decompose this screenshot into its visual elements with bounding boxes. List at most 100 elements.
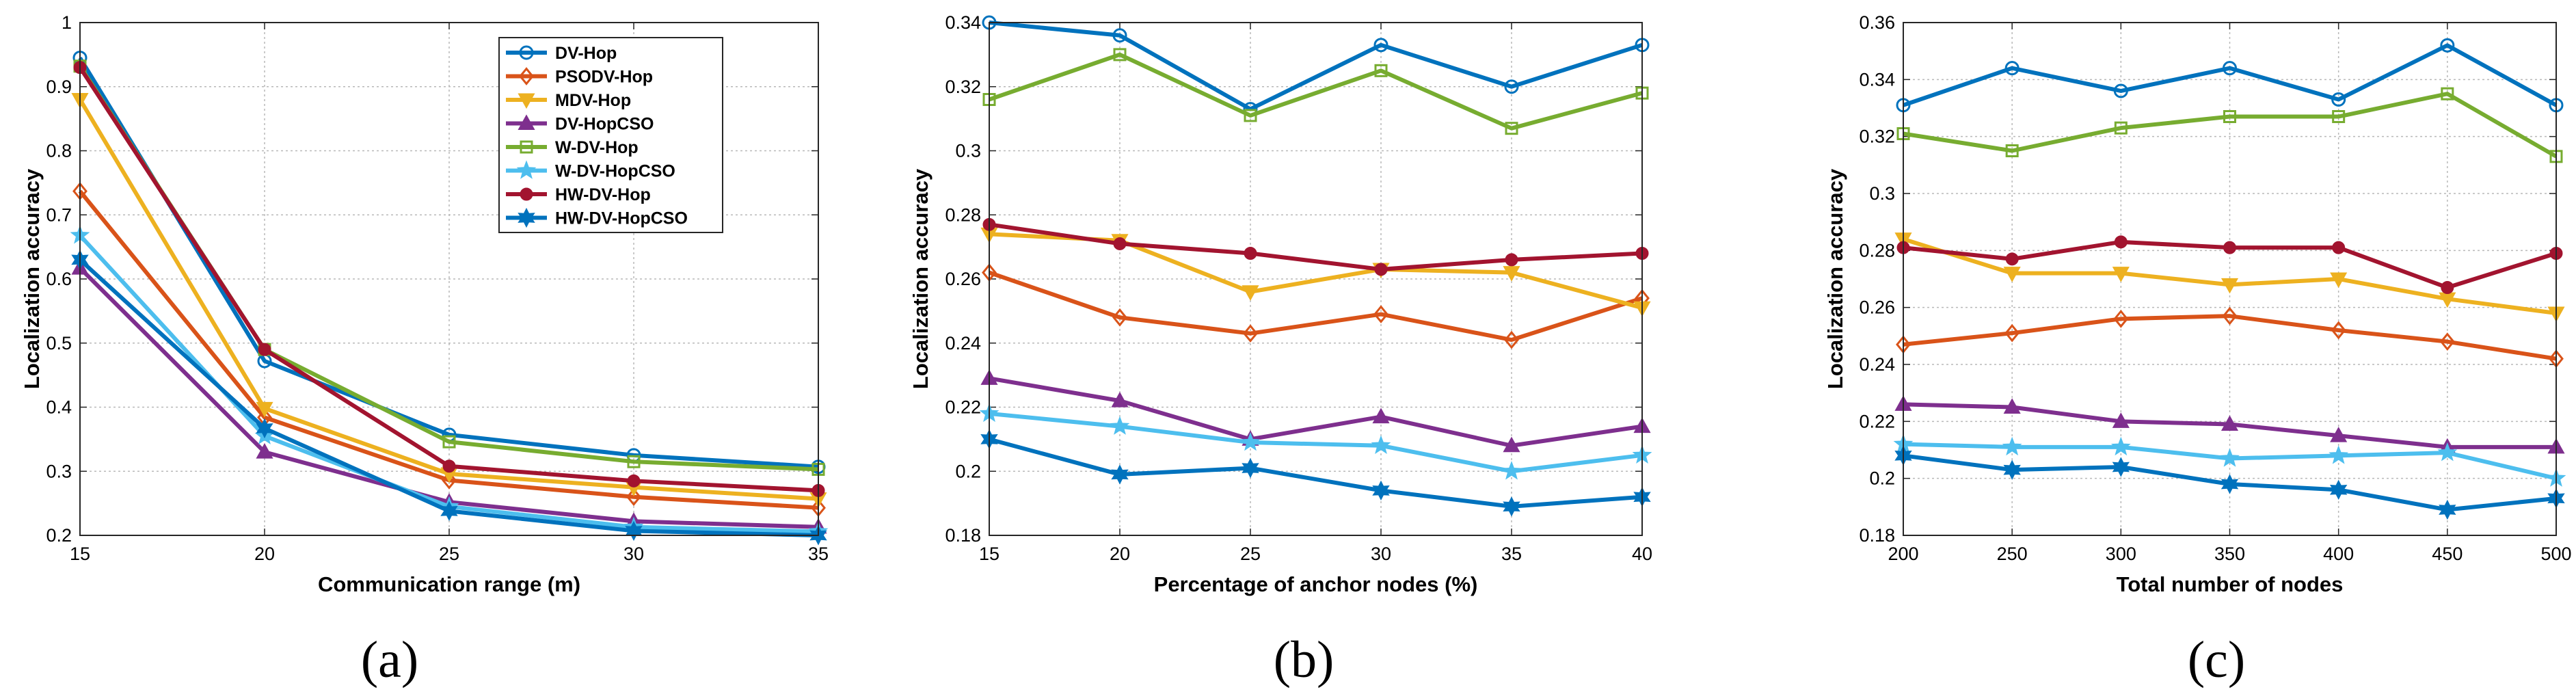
- y-tick-label: 0.18: [945, 525, 981, 546]
- legend-label: W-DV-HopCSO: [555, 162, 675, 181]
- series-dv-hopcso: [980, 369, 1651, 453]
- y-axis-label: Localization accuracy: [909, 168, 933, 389]
- axes-box: [989, 22, 1643, 536]
- data-point-hw-dv-hopcso: [2329, 479, 2348, 500]
- data-point-psodv-hop: [2331, 321, 2346, 340]
- y-tick-label: 0.18: [1859, 525, 1895, 546]
- data-point-w-dv-hop: [2114, 121, 2128, 135]
- y-tick-label: 0.32: [945, 77, 981, 97]
- x-tick-label: 25: [1240, 544, 1261, 564]
- series-line-psodv-hop: [989, 270, 1643, 343]
- data-point-mdv-hop: [256, 401, 273, 418]
- legend-label: MDV-Hop: [555, 91, 631, 110]
- legend-label: HW-DV-HopCSO: [555, 209, 688, 228]
- series-line-hw-dv-hop: [989, 222, 1643, 271]
- y-tick-label: 0.22: [945, 397, 981, 418]
- legend-marker: [518, 207, 535, 228]
- data-point-w-dv-hop: [1244, 109, 1257, 122]
- y-tick-label: 0.5: [46, 333, 72, 353]
- y-tick-label: 0.32: [1859, 126, 1895, 147]
- legend-item-mdv-hop: MDV-Hop: [506, 91, 631, 110]
- y-tick-label: 0.34: [945, 12, 981, 33]
- axes-box: [79, 22, 819, 536]
- x-tick-label: 200: [1888, 544, 1918, 564]
- x-tick-label: 350: [2214, 544, 2245, 564]
- legend-marker: [518, 93, 535, 109]
- data-point-psodv-hop: [2439, 332, 2455, 351]
- x-tick-label: 500: [2540, 544, 2571, 564]
- data-point-mdv-hop: [2221, 278, 2239, 294]
- data-point-hw-dv-hop: [442, 459, 456, 473]
- legend-box: [498, 37, 723, 233]
- data-point-hw-dv-hop: [1374, 263, 1388, 276]
- series-line-dv-hopcso: [989, 376, 1643, 448]
- legend-item-dv-hop: DV-Hop: [506, 44, 617, 63]
- legend-marker: [518, 114, 535, 130]
- y-tick-label: 0.2: [955, 461, 981, 481]
- y-tick-label: 0.28: [1859, 240, 1895, 261]
- data-point-dv-hop: [1373, 38, 1388, 53]
- y-tick-label: 0.24: [945, 333, 981, 353]
- data-point-w-dv-hop: [627, 455, 641, 468]
- legend-item-psodv-hop: PSODV-Hop: [506, 67, 653, 87]
- y-tick-label: 0.3: [46, 461, 72, 481]
- data-point-dv-hop: [2004, 61, 2020, 76]
- data-point-dv-hopcso: [2221, 415, 2239, 431]
- data-point-w-dv-hop: [442, 435, 456, 449]
- data-point-hw-dv-hopcso: [2439, 499, 2456, 520]
- data-point-dv-hopcso: [256, 443, 273, 459]
- axes-box: [1903, 22, 2557, 536]
- series-hw-dv-hop: [73, 61, 825, 497]
- x-axis-label: Percentage of anchor nodes (%): [1154, 572, 1478, 596]
- y-tick-label: 0.28: [945, 204, 981, 225]
- series-line-dv-hop: [989, 21, 1643, 111]
- data-point-hw-dv-hopcso: [256, 418, 273, 439]
- panel-label: (a): [361, 631, 418, 689]
- data-point-hw-dv-hopcso: [2221, 474, 2239, 494]
- data-point-dv-hopcso: [1372, 408, 1390, 424]
- data-point-hw-dv-hopcso: [2112, 457, 2130, 477]
- y-axis-label: Localization accuracy: [1823, 168, 1847, 389]
- legend-label: W-DV-Hop: [555, 138, 639, 157]
- legend-label: PSODV-Hop: [555, 68, 653, 87]
- series-line-w-dv-hopcso: [989, 411, 1643, 474]
- data-point-hw-dv-hopcso: [625, 520, 643, 542]
- legend-marker: [520, 140, 533, 154]
- data-point-w-dv-hopcso: [2437, 442, 2458, 462]
- data-point-hw-dv-hop: [2223, 241, 2236, 254]
- y-tick-label: 0.2: [46, 525, 72, 546]
- data-point-w-dv-hop: [2223, 110, 2236, 123]
- x-tick-label: 30: [1371, 544, 1391, 564]
- data-point-hw-dv-hop: [1505, 253, 1518, 267]
- data-point-psodv-hop: [626, 488, 641, 507]
- x-tick-label: 450: [2432, 544, 2463, 564]
- x-tick-label: 20: [1110, 544, 1130, 564]
- series-line-psodv-hop: [1903, 314, 2557, 361]
- data-point-dv-hop: [2113, 83, 2128, 98]
- x-axis-label: Total number of nodes: [2117, 572, 2344, 596]
- y-tick-label: 0.2: [1869, 468, 1895, 489]
- y-tick-label: 0.36: [1859, 12, 1895, 33]
- legend-item-hw-dv-hopcso: HW-DV-HopCSO: [506, 207, 688, 228]
- data-point-w-dv-hop: [2005, 144, 2019, 157]
- legend-marker: [519, 45, 534, 60]
- data-point-mdv-hop: [1503, 266, 1520, 282]
- data-point-w-dv-hop: [1505, 122, 1518, 135]
- series-mdv-hop: [1894, 232, 2565, 323]
- x-tick-label: 25: [439, 544, 459, 564]
- x-tick-label: 15: [979, 544, 999, 564]
- data-point-w-dv-hopcso: [1240, 431, 1261, 451]
- legend-item-hw-dv-hop: HW-DV-Hop: [506, 185, 651, 204]
- data-point-hw-dv-hop: [627, 474, 641, 488]
- y-tick-label: 0.24: [1859, 354, 1895, 375]
- legend-marker: [519, 67, 534, 85]
- data-point-w-dv-hopcso: [2220, 448, 2240, 467]
- y-tick-label: 0.9: [46, 77, 72, 97]
- x-tick-label: 35: [808, 544, 829, 564]
- legend-marker: [520, 187, 533, 201]
- series-line-hw-dv-hopcso: [989, 437, 1643, 509]
- data-point-psodv-hop: [2004, 323, 2020, 343]
- y-tick-label: 0.8: [46, 141, 72, 161]
- x-tick-label: 20: [254, 544, 275, 564]
- data-point-w-dv-hopcso: [1501, 461, 1522, 480]
